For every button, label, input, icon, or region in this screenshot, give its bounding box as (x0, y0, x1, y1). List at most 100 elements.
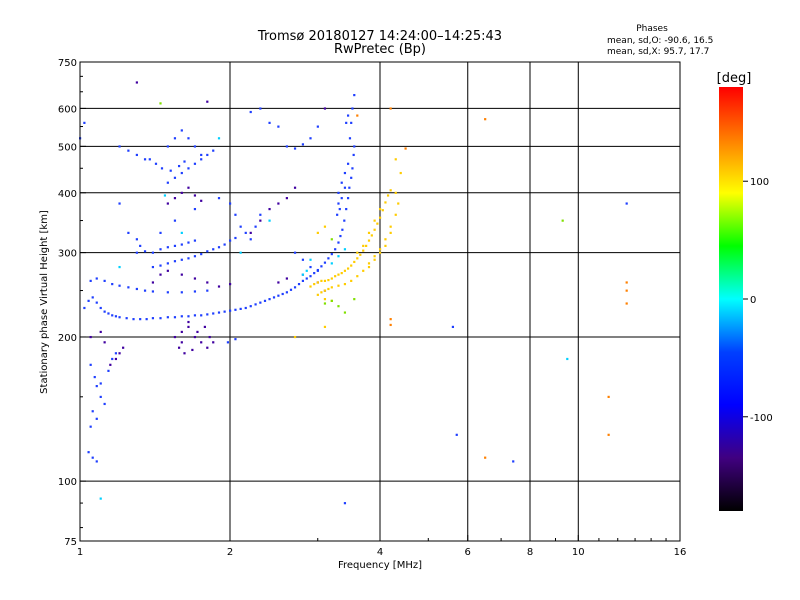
data-point (327, 278, 330, 282)
data-point (379, 207, 382, 211)
data-point (103, 341, 106, 344)
data-point (345, 207, 348, 211)
data-point (109, 363, 112, 366)
data-point (114, 315, 118, 318)
data-point (323, 107, 327, 110)
data-point (345, 121, 348, 124)
data-point (180, 243, 183, 246)
data-point (343, 502, 347, 505)
data-point (151, 251, 155, 254)
data-point (177, 346, 181, 349)
data-point (352, 153, 355, 157)
x-axis: 1 2 4 6 8 10 16 (77, 535, 686, 558)
data-point (212, 248, 215, 251)
data-point (365, 244, 368, 247)
data-point (145, 318, 148, 321)
data-point (89, 425, 92, 428)
data-point (89, 335, 92, 339)
data-point (212, 312, 215, 315)
data-point (111, 314, 114, 317)
x-tick-label: 10 (572, 547, 585, 558)
data-point (173, 197, 177, 200)
data-point (316, 125, 319, 128)
data-point (272, 296, 276, 299)
data-point (249, 238, 252, 241)
data-point (350, 121, 353, 124)
data-point (118, 316, 121, 319)
data-point (305, 269, 308, 272)
data-point (234, 213, 237, 216)
data-point (200, 158, 203, 161)
data-point (135, 287, 138, 291)
data-point (389, 225, 392, 228)
data-point (160, 167, 164, 170)
data-point (193, 277, 197, 280)
y-tick-label: 500 (58, 142, 77, 153)
data-point (83, 306, 86, 310)
data-point (193, 145, 197, 148)
data-point (367, 231, 371, 234)
data-point (254, 303, 257, 306)
data-point (206, 100, 209, 103)
data-point (343, 282, 347, 286)
data-point (180, 330, 183, 334)
data-point (343, 269, 347, 272)
data-point (625, 202, 628, 205)
data-point (212, 341, 215, 344)
data-point (118, 352, 121, 355)
data-point (193, 255, 197, 258)
data-point (337, 305, 340, 308)
data-point (397, 202, 400, 205)
data-point (159, 273, 162, 276)
data-point (196, 330, 199, 334)
data-point (309, 265, 312, 269)
data-point (91, 456, 94, 459)
data-point (173, 260, 177, 263)
data-point (107, 369, 110, 372)
data-point (169, 169, 172, 172)
data-point (607, 395, 610, 399)
data-point (277, 281, 280, 284)
colorbar-tick-label: 100 (750, 177, 769, 188)
data-point (484, 456, 487, 459)
data-point (135, 238, 138, 241)
data-point (159, 102, 162, 105)
data-point (394, 191, 397, 194)
data-point (451, 325, 455, 329)
data-point (346, 267, 350, 270)
data-point (373, 219, 376, 222)
data-point (268, 298, 271, 301)
data-point (200, 153, 203, 157)
data-point (132, 318, 135, 321)
data-point (373, 255, 376, 258)
data-point (226, 341, 230, 344)
data-point (127, 286, 130, 289)
data-point (323, 289, 327, 292)
data-point (327, 287, 330, 291)
data-point (384, 244, 387, 247)
data-point (362, 269, 365, 272)
data-point (340, 197, 343, 200)
data-point (95, 417, 98, 420)
y-tick-label: 300 (58, 249, 77, 260)
data-point (118, 284, 121, 287)
data-point (244, 306, 247, 310)
data-point (309, 258, 312, 261)
data-point (166, 262, 169, 265)
x-tick-label: 1 (77, 547, 83, 558)
data-point (320, 291, 323, 294)
data-point (337, 241, 340, 244)
data-point (323, 302, 327, 305)
data-point (512, 460, 515, 463)
data-point (268, 219, 271, 222)
data-point (350, 176, 353, 179)
chart-subtitle: RwPretec (Bp) (334, 42, 426, 57)
data-point (95, 277, 98, 280)
data-point (367, 262, 371, 265)
data-point (348, 186, 351, 189)
data-point (285, 291, 288, 294)
data-point (180, 273, 183, 276)
y-axis-label: Stationary phase Virtual Height [km] (39, 210, 50, 394)
data-point (259, 107, 262, 110)
data-point (111, 357, 114, 361)
